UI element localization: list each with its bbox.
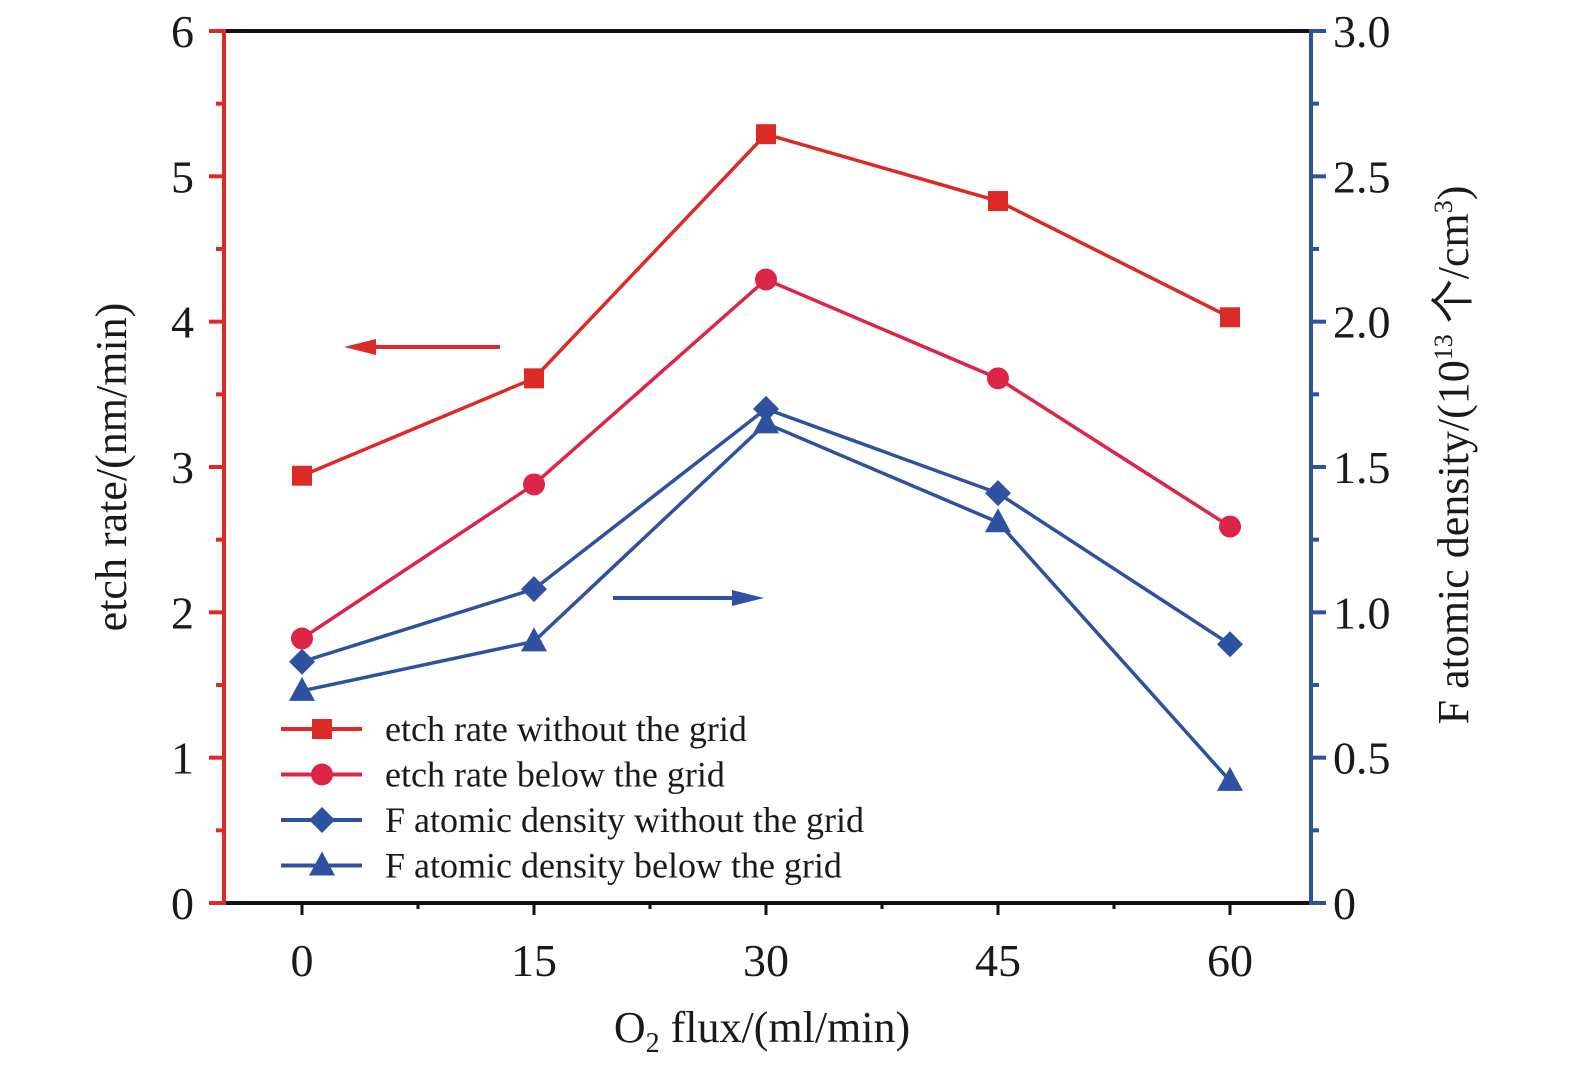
data-point-square	[292, 465, 312, 486]
data-point-diamond	[753, 395, 779, 422]
legend-marker-square	[312, 719, 332, 739]
y-left-tick-label: 1	[171, 733, 194, 784]
data-point-triangle	[521, 627, 547, 652]
y-right-tick-label: 1.5	[1333, 442, 1391, 493]
data-point-triangle	[289, 676, 315, 701]
data-point-circle	[987, 367, 1009, 390]
y-right-tick-label: 2.0	[1333, 297, 1391, 348]
arrow-head	[344, 339, 376, 355]
data-point-square	[1220, 307, 1240, 328]
legend-item: F atomic density without the grid	[281, 800, 864, 840]
axis-ticks	[209, 29, 1326, 915]
y-left-tick-label: 0	[171, 878, 194, 929]
y-right-tick-label: 0.5	[1333, 733, 1391, 784]
data-point-circle	[291, 627, 313, 650]
right-axis-arrow-icon	[613, 590, 764, 606]
x-tick-label: 0	[291, 935, 314, 986]
y-left-tick-label: 4	[171, 297, 194, 348]
data-point-circle	[1219, 515, 1241, 538]
y-axis-right-title: F atomic density/(1013 个/cm3)	[1429, 186, 1478, 725]
y-left-tick-label: 6	[171, 6, 194, 57]
series-circle	[291, 268, 1241, 650]
data-point-diamond	[521, 576, 547, 603]
data-point-triangle	[1217, 766, 1243, 791]
left-axis-arrow-icon	[344, 339, 500, 355]
legend-marker-triangle	[309, 851, 335, 876]
data-point-diamond	[985, 480, 1011, 507]
y-left-tick-label: 3	[171, 442, 194, 493]
y-right-tick-label: 3.0	[1333, 6, 1391, 57]
x-tick-label: 45	[975, 935, 1021, 986]
x-tick-label: 60	[1207, 935, 1253, 986]
legend-label: F atomic density below the grid	[385, 846, 842, 886]
data-point-circle	[755, 268, 777, 291]
legend-label: etch rate without the grid	[385, 709, 747, 749]
data-point-circle	[523, 473, 545, 496]
series-line	[301, 277, 1231, 640]
data-point-triangle	[985, 508, 1011, 533]
legend-marker-circle	[311, 763, 333, 786]
series-square	[292, 124, 1240, 486]
data-point-square	[524, 368, 544, 389]
y-left-tick-label: 2	[171, 587, 194, 638]
x-tick-label: 30	[743, 935, 789, 986]
data-point-triangle	[753, 409, 779, 434]
x-tick-label: 15	[511, 935, 557, 986]
series-diamond	[289, 395, 1243, 675]
data-point-square	[756, 124, 776, 145]
series-layer	[289, 124, 1243, 791]
arrow-head	[732, 590, 764, 606]
legend-item: etch rate without the grid	[281, 709, 747, 749]
axis-arrows	[344, 339, 764, 606]
legend-marker-diamond	[309, 807, 335, 833]
legend: etch rate without the grid etch rate belo…	[281, 709, 864, 886]
legend-label: F atomic density without the grid	[385, 800, 864, 840]
data-point-square	[988, 191, 1008, 212]
data-point-diamond	[1217, 631, 1243, 658]
y-axis-left-title: etch rate/(nm/min)	[87, 303, 136, 632]
legend-item: etch rate below the grid	[281, 755, 725, 795]
data-point-diamond	[289, 648, 315, 675]
series-triangle	[289, 409, 1243, 791]
y-right-tick-label: 0	[1333, 878, 1356, 929]
legend-item: F atomic density below the grid	[281, 846, 842, 886]
y-right-tick-label: 2.5	[1333, 151, 1391, 202]
x-axis-title: O2 flux/(ml/min)	[614, 1003, 910, 1059]
y-left-tick-label: 5	[171, 151, 194, 202]
y-right-tick-label: 1.0	[1333, 587, 1391, 638]
legend-label: etch rate below the grid	[385, 755, 725, 795]
